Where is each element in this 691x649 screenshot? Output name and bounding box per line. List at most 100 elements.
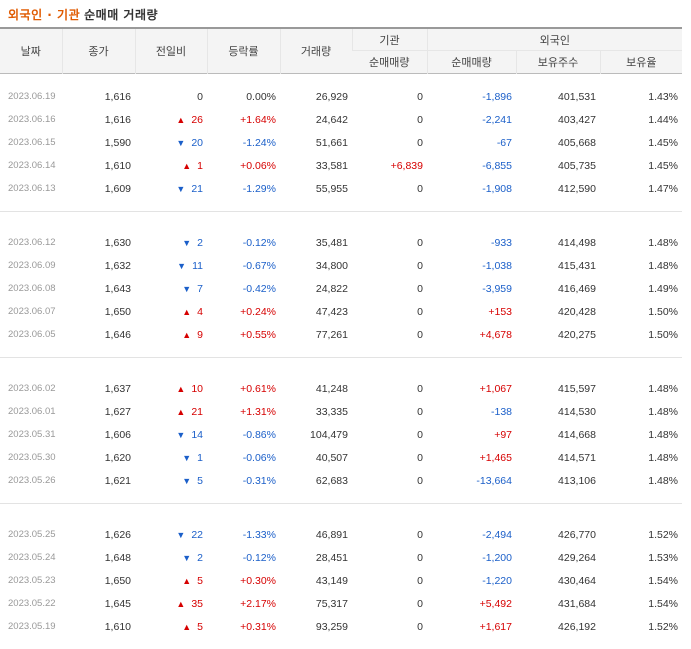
cell-holdings: 429,264 [516, 546, 600, 569]
cell-change: ▼20 [135, 131, 207, 154]
cell-inst-net: 0 [352, 446, 427, 469]
change-value: 1 [197, 452, 203, 464]
cell-volume: 33,581 [280, 154, 352, 177]
cell-volume: 24,642 [280, 108, 352, 131]
triangle-up-icon: ▲ [176, 407, 185, 417]
cell-change: 0 [135, 85, 207, 108]
cell-volume: 28,451 [280, 546, 352, 569]
cell-date: 2023.06.09 [0, 254, 62, 277]
cell-change: ▲10 [135, 377, 207, 400]
cell-close: 1,637 [62, 377, 135, 400]
cell-rate: +0.61% [207, 377, 280, 400]
cell-date: 2023.05.25 [0, 523, 62, 546]
row-spacer [0, 366, 682, 377]
cell-foreign-net: -1,896 [427, 85, 516, 108]
triangle-up-icon: ▲ [182, 307, 191, 317]
cell-rate: -0.06% [207, 446, 280, 469]
cell-foreign-net: +1,617 [427, 615, 516, 638]
change-value: 26 [191, 114, 203, 126]
change-value: 9 [197, 329, 203, 341]
cell-change: ▼7 [135, 277, 207, 300]
cell-volume: 26,929 [280, 85, 352, 108]
cell-ratio: 1.48% [600, 231, 682, 254]
change-value: 4 [197, 306, 203, 318]
cell-inst-net: 0 [352, 277, 427, 300]
cell-change: ▲9 [135, 323, 207, 346]
cell-rate: +0.55% [207, 323, 280, 346]
change-value: 14 [191, 429, 203, 441]
group-divider-cell [0, 212, 682, 221]
cell-date: 2023.05.19 [0, 615, 62, 638]
cell-close: 1,620 [62, 446, 135, 469]
cell-date: 2023.06.13 [0, 177, 62, 200]
triangle-down-icon: ▼ [176, 530, 185, 540]
header-institution: 기관 [352, 28, 427, 51]
cell-foreign-net: +1,067 [427, 377, 516, 400]
cell-change: ▲26 [135, 108, 207, 131]
cell-rate: -1.33% [207, 523, 280, 546]
cell-date: 2023.05.31 [0, 423, 62, 446]
cell-inst-net: 0 [352, 592, 427, 615]
cell-volume: 62,683 [280, 469, 352, 492]
cell-volume: 41,248 [280, 377, 352, 400]
cell-volume: 77,261 [280, 323, 352, 346]
cell-rate: -0.42% [207, 277, 280, 300]
header-inst-net: 순매매량 [352, 51, 427, 74]
cell-foreign-net: -933 [427, 231, 516, 254]
cell-close: 1,632 [62, 254, 135, 277]
cell-foreign-net: -2,494 [427, 523, 516, 546]
cell-ratio: 1.49% [600, 277, 682, 300]
cell-ratio: 1.50% [600, 323, 682, 346]
cell-close: 1,626 [62, 523, 135, 546]
cell-holdings: 420,275 [516, 323, 600, 346]
triangle-down-icon: ▼ [176, 138, 185, 148]
cell-inst-net: 0 [352, 423, 427, 446]
cell-foreign-net: +97 [427, 423, 516, 446]
cell-ratio: 1.45% [600, 131, 682, 154]
cell-inst-net: 0 [352, 177, 427, 200]
row-spacer-cell [0, 638, 682, 649]
cell-ratio: 1.48% [600, 423, 682, 446]
row-spacer [0, 492, 682, 504]
cell-foreign-net: -1,220 [427, 569, 516, 592]
change-value: 2 [197, 237, 203, 249]
cell-volume: 35,481 [280, 231, 352, 254]
header-foreign: 외국인 [427, 28, 682, 51]
cell-foreign-net: +5,492 [427, 592, 516, 615]
cell-change: ▼11 [135, 254, 207, 277]
cell-date: 2023.06.19 [0, 85, 62, 108]
cell-date: 2023.05.22 [0, 592, 62, 615]
cell-volume: 46,891 [280, 523, 352, 546]
cell-change: ▼5 [135, 469, 207, 492]
triangle-up-icon: ▲ [176, 599, 185, 609]
triangle-down-icon: ▼ [182, 238, 191, 248]
section-title-primary: 외국인 · 기관 [8, 8, 80, 22]
cell-inst-net: 0 [352, 546, 427, 569]
cell-volume: 51,661 [280, 131, 352, 154]
cell-holdings: 430,464 [516, 569, 600, 592]
triangle-down-icon: ▼ [176, 430, 185, 440]
change-value: 5 [197, 575, 203, 587]
change-value: 0 [197, 91, 203, 103]
cell-close: 1,606 [62, 423, 135, 446]
cell-foreign-net: -67 [427, 131, 516, 154]
cell-foreign-net: +4,678 [427, 323, 516, 346]
cell-rate: +1.64% [207, 108, 280, 131]
triangle-down-icon: ▼ [176, 184, 185, 194]
cell-date: 2023.06.12 [0, 231, 62, 254]
header-holdings: 보유주수 [516, 51, 600, 74]
cell-holdings: 415,431 [516, 254, 600, 277]
change-value: 2 [197, 552, 203, 564]
cell-volume: 75,317 [280, 592, 352, 615]
cell-foreign-net: -138 [427, 400, 516, 423]
row-spacer-cell [0, 200, 682, 212]
